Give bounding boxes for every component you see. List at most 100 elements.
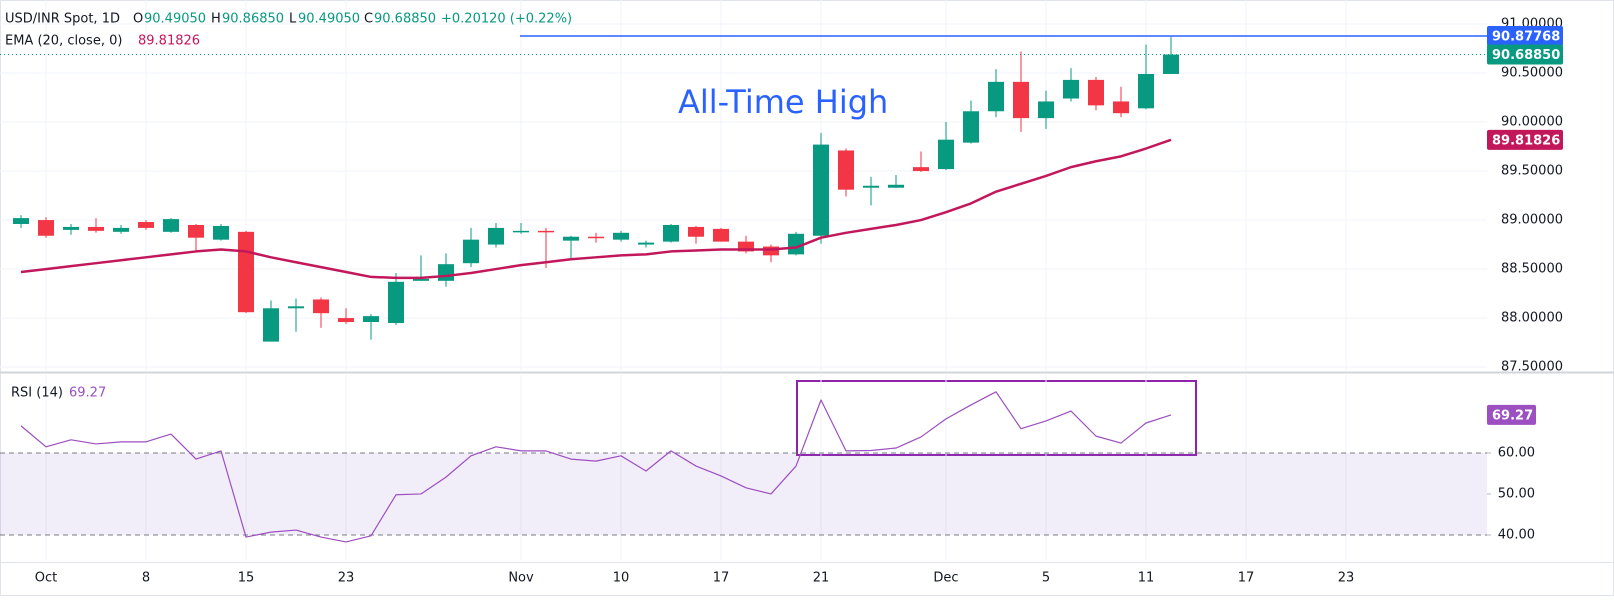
candle-body (13, 218, 29, 224)
candle-body (288, 306, 304, 309)
candle-body (988, 81, 1004, 112)
candle-body (263, 308, 279, 342)
x-tick-label: 17 (713, 571, 730, 586)
candle-body (488, 227, 504, 245)
y-tick-label: 89.50000 (1501, 164, 1563, 179)
band (0, 452, 1487, 535)
l-key: L (289, 12, 297, 27)
candle-body (738, 241, 754, 252)
candle-body (888, 184, 904, 188)
x-tick-label: 17 (1238, 571, 1255, 586)
candle-body (513, 230, 529, 233)
ema-value: 89.81826 (138, 34, 200, 49)
y-tick-label: 87.50000 (1501, 360, 1563, 375)
x-tick-label: 23 (1338, 571, 1355, 586)
o-key: O (133, 12, 143, 27)
rsi-value: 69.27 (69, 386, 106, 401)
candle-body (563, 236, 579, 241)
y-tick-label: 88.50000 (1501, 262, 1563, 277)
y-tick-label: 90.00000 (1501, 115, 1563, 130)
legend: USD/INR Spot, 1D O 90.49050 H 90.86850 L… (5, 12, 888, 401)
candle-body (1138, 74, 1154, 109)
candle-body (588, 236, 604, 239)
candle-body (813, 144, 829, 236)
symbol: USD/INR Spot, 1D (5, 12, 120, 27)
x-tick-label: 21 (813, 571, 830, 586)
candle-body (763, 246, 779, 256)
candle-body (113, 227, 129, 232)
candle-body (913, 167, 929, 172)
plot: Oct 8 15 23 Nov 10 17 21 Dec 5 11 17 23 87.50000 88.00… (0, 0, 1563, 586)
candle-body (438, 264, 454, 281)
rsi-label: RSI (14) (11, 386, 63, 401)
annotation: All-Time High (678, 83, 888, 121)
y-tick-label: 89.00000 (1501, 213, 1563, 228)
candle-body (238, 231, 254, 313)
x-tick-label: 10 (613, 571, 630, 586)
x-tick-label: Oct (35, 571, 57, 586)
candle-body (38, 220, 54, 236)
candle-body (1063, 79, 1079, 99)
candle-body (88, 226, 104, 231)
candle-body (163, 219, 179, 232)
candle-body (688, 226, 704, 237)
x-tick-label: Dec (933, 571, 958, 586)
candle-body (1113, 101, 1129, 114)
price-tag (1487, 44, 1563, 65)
candle-body (138, 222, 154, 228)
price-tag-label: 90.68850 (1492, 48, 1560, 63)
price-tag (1487, 129, 1563, 150)
candle-body (538, 230, 554, 233)
c-key: C (364, 12, 373, 27)
low-value: 90.49050 (298, 12, 360, 27)
ema-label: EMA (20, close, 0) (5, 34, 122, 49)
candle-body (963, 111, 979, 143)
candle-body (838, 150, 854, 190)
y-tick-label: 88.00000 (1501, 311, 1563, 326)
candle-body (213, 225, 229, 240)
candle-body (613, 232, 629, 240)
price-tag-label: 89.81826 (1492, 133, 1560, 148)
x-tick-label: 23 (338, 571, 355, 586)
candle-body (463, 239, 479, 264)
y-tick-label: 60.00 (1498, 445, 1535, 460)
candle-body (788, 233, 804, 255)
candle-body (663, 224, 679, 242)
highlight-box (796, 380, 1197, 456)
price-tag (1487, 26, 1563, 47)
candle-body (638, 242, 654, 245)
candle-body (863, 185, 879, 188)
candle-body (1013, 81, 1029, 119)
x-tick-label: 5 (1042, 571, 1050, 586)
h-key: H (211, 12, 221, 27)
candle-body (338, 318, 354, 323)
candle-body (1038, 101, 1054, 119)
candle-body (313, 299, 329, 314)
x-tick-label: 8 (142, 571, 150, 586)
price-tag-label: 69.27 (1492, 408, 1533, 423)
candle-body (63, 226, 79, 230)
y-tick-label: 50.00 (1498, 486, 1535, 501)
price-tag-label: 90.87768 (1492, 30, 1560, 45)
x-tick-label: 15 (238, 571, 255, 586)
open-value: 90.49050 (144, 12, 206, 27)
candle-body (388, 281, 404, 323)
close-value: 90.68850 (374, 12, 436, 27)
y-tick-label: 90.50000 (1501, 66, 1563, 81)
candle-body (938, 139, 954, 170)
candle-body (363, 316, 379, 323)
x-tick-label: Nov (508, 571, 534, 586)
high-value: 90.86850 (222, 12, 284, 27)
change-value: +0.20120 (+0.22%) (441, 12, 572, 27)
series-line (20, 391, 1172, 543)
price-tag (1487, 404, 1536, 425)
y-tick-label: 40.00 (1498, 527, 1535, 542)
candle-body (1088, 79, 1104, 106)
series-line (20, 138, 1172, 280)
candle-body (188, 224, 204, 238)
x-tick-label: 11 (1138, 571, 1155, 586)
candle-body (713, 228, 729, 242)
candle-body (1163, 54, 1179, 74)
candle-body (413, 278, 429, 281)
